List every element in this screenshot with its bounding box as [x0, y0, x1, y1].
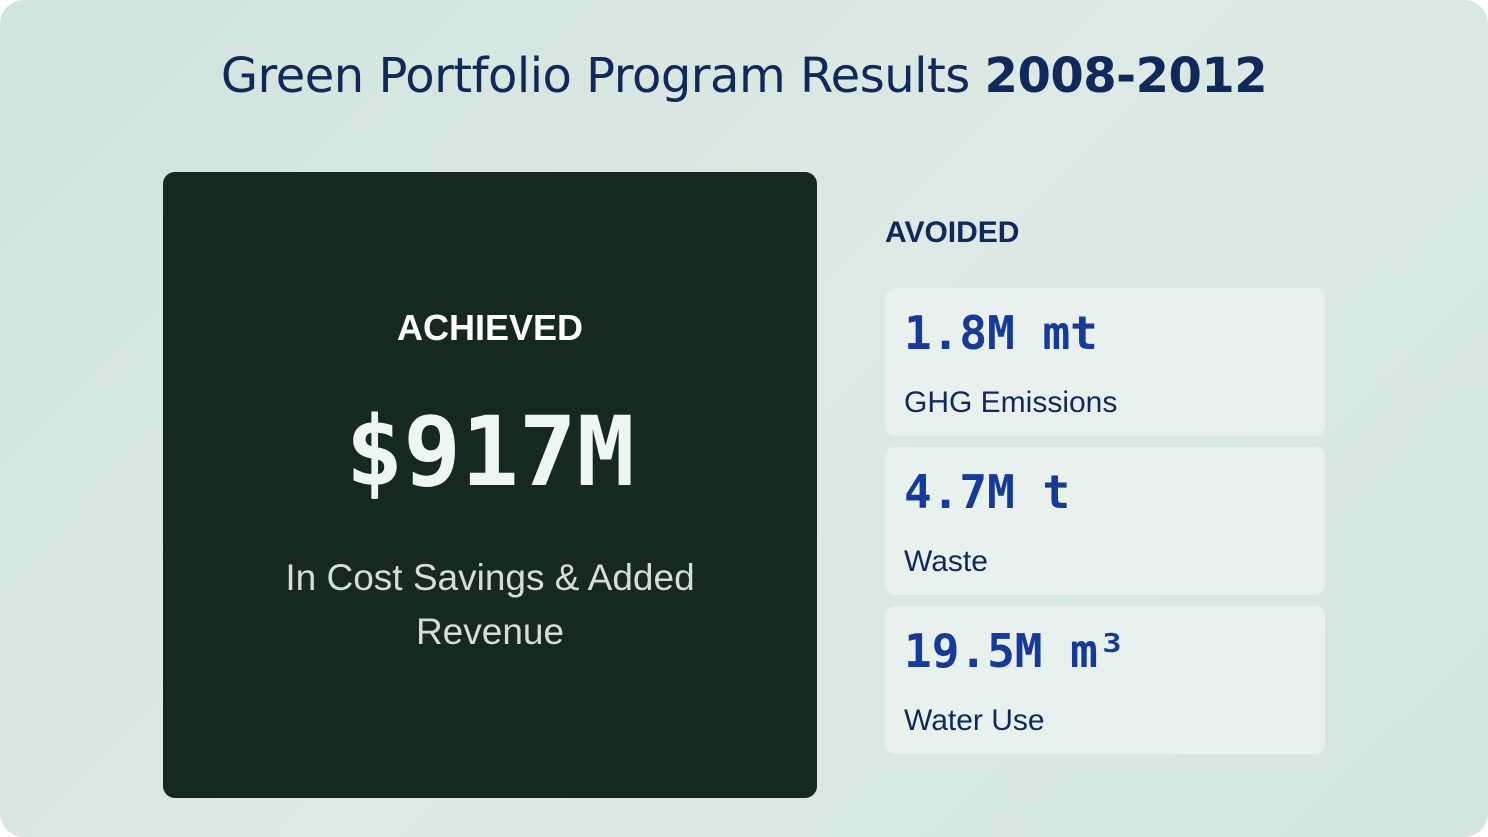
metric-value: 1.8M mt [904, 306, 1098, 360]
title-years: 2008-2012 [984, 48, 1268, 104]
avoided-heading: AVOIDED [885, 216, 1020, 249]
achieved-label: ACHIEVED [396, 307, 584, 348]
page-title: Green Portfolio Program Results 2008-201… [0, 48, 1488, 104]
metric-card-water: 19.5M m³ Water Use [885, 606, 1325, 754]
achieved-panel: ACHIEVED $917M In Cost Savings & Added R… [163, 172, 817, 798]
metric-label: Water Use [904, 704, 1045, 737]
metric-label: Waste [904, 545, 988, 578]
achieved-caption: In Cost Savings & Added Revenue [285, 557, 695, 652]
metric-label: GHG Emissions [904, 386, 1118, 419]
achieved-value: $917M [345, 396, 635, 508]
metric-card-ghg: 1.8M mt GHG Emissions [885, 288, 1325, 436]
metric-card-waste: 4.7M t Waste [885, 447, 1325, 595]
title-main: Green Portfolio Program Results [220, 48, 970, 104]
metric-value: 4.7M t [904, 465, 1071, 519]
metric-value: 19.5M m³ [904, 624, 1126, 678]
